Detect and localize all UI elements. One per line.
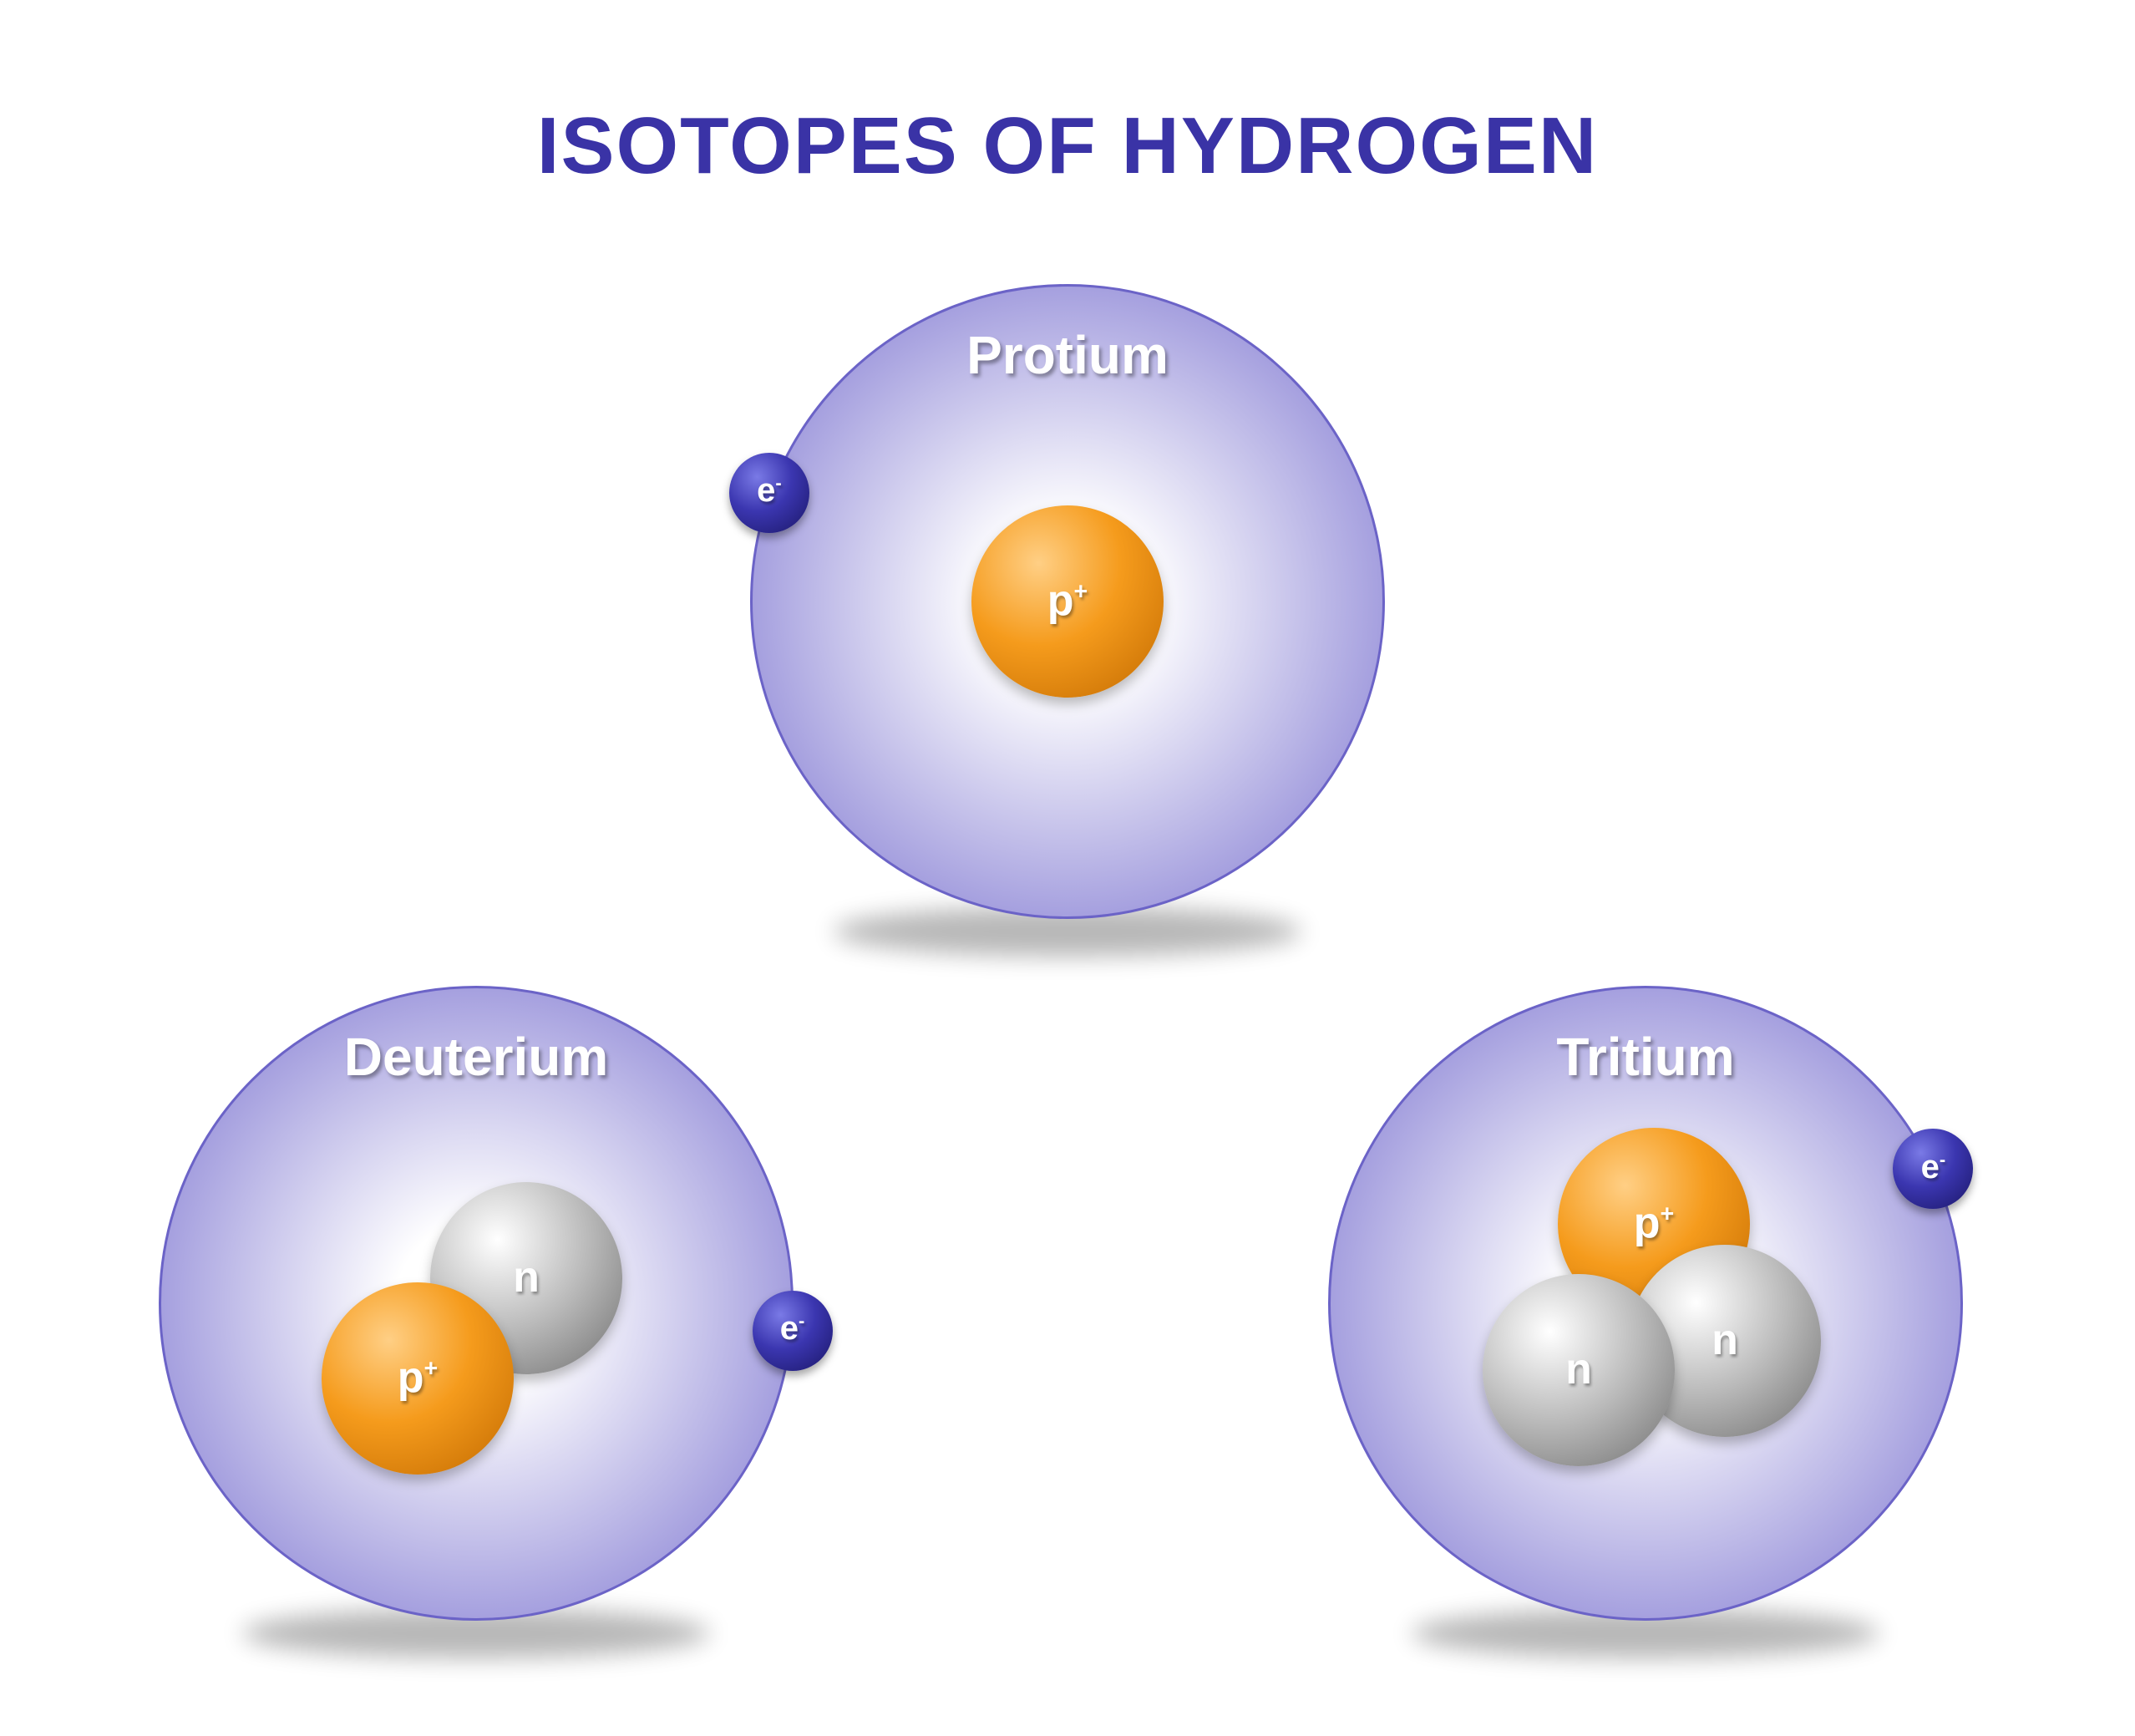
electron-particle — [729, 453, 809, 533]
atom-name-label: Protium — [750, 324, 1385, 386]
atom-name-label: Tritium — [1328, 1026, 1963, 1088]
proton-particle — [322, 1282, 514, 1475]
neutron-particle — [1483, 1274, 1675, 1466]
electron-particle — [753, 1291, 833, 1371]
proton-particle — [971, 505, 1164, 698]
diagram-title: ISOTOPES OF HYDROGEN — [0, 100, 2135, 192]
electron-particle — [1893, 1129, 1973, 1209]
atom-name-label: Deuterium — [159, 1026, 794, 1088]
isotopes-diagram: ISOTOPES OF HYDROGEN Protiump+e-Deuteriu… — [0, 0, 2135, 1736]
